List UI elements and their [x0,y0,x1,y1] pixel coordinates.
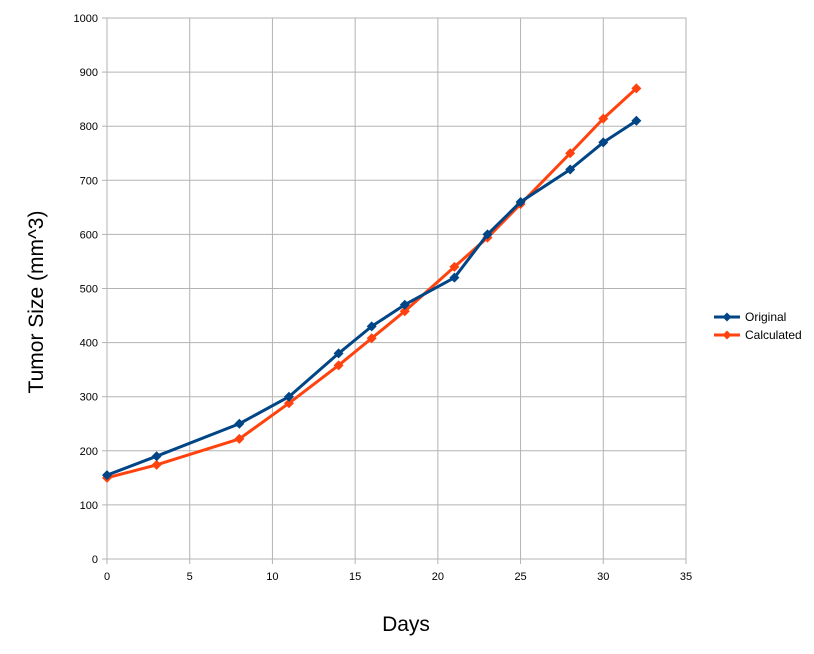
axes [102,17,687,564]
series-line [106,119,638,477]
y-tick-label: 700 [80,175,98,187]
y-tick-label: 100 [80,500,98,512]
x-tick-label: 10 [266,571,278,583]
data-point [631,83,642,94]
x-axis-title: Days [382,613,430,636]
plot-area-border [106,17,687,560]
y-tick-label: 400 [80,338,98,350]
data-point [333,360,344,371]
y-tick-label: 1000 [74,13,98,25]
data-point [333,348,344,359]
legend-swatch-marker [722,330,732,340]
data-point [102,470,112,481]
data-point [482,229,493,240]
data-point [234,433,245,444]
y-tick-label: 200 [80,446,98,458]
series-line [106,87,638,480]
y-tick-label: 600 [80,229,98,241]
data-point [449,272,460,283]
data-point [234,418,245,429]
legend-swatch-marker [722,312,732,322]
gridlines [106,17,687,560]
series-original [102,115,642,481]
x-tick-label: 5 [187,571,193,583]
y-tick-label: 500 [80,284,98,296]
y-tick-label: 0 [92,554,98,566]
x-tick-label: 15 [349,571,361,583]
data-point [366,333,377,344]
data-point [399,299,410,310]
x-tick-label: 0 [104,571,110,583]
series-calculated [102,83,642,483]
series-lines [102,83,642,483]
data-point [565,148,576,159]
x-tick-label: 30 [597,571,609,583]
data-point [598,137,609,148]
data-point [151,451,162,462]
x-tick-label: 25 [514,571,526,583]
data-point [449,261,460,272]
x-tick-label: 20 [432,571,444,583]
legend-item-calculated: Calculated [714,328,802,342]
data-point [366,321,377,332]
x-tick-label: 35 [680,571,692,583]
data-point [283,398,294,409]
y-axis-title: Tumor Size (mm^3) [25,211,48,394]
legend-item-original: Original [714,310,786,324]
y-tick-label: 800 [80,121,98,133]
legend-label: Calculated [745,328,802,342]
data-point [151,459,162,470]
data-point [515,196,526,207]
tick-labels: 0 5 10 15 20 25 30 35 0 100 200 300 400 500 600 700 800 9… [74,13,693,583]
legend: Original Calculated [714,310,802,342]
data-point [283,391,294,402]
data-point [399,306,410,317]
y-tick-label: 900 [80,67,98,79]
legend-label: Original [745,310,786,324]
data-point [631,115,642,126]
data-point [598,113,609,124]
data-point [565,164,576,175]
y-tick-label: 300 [80,392,98,404]
